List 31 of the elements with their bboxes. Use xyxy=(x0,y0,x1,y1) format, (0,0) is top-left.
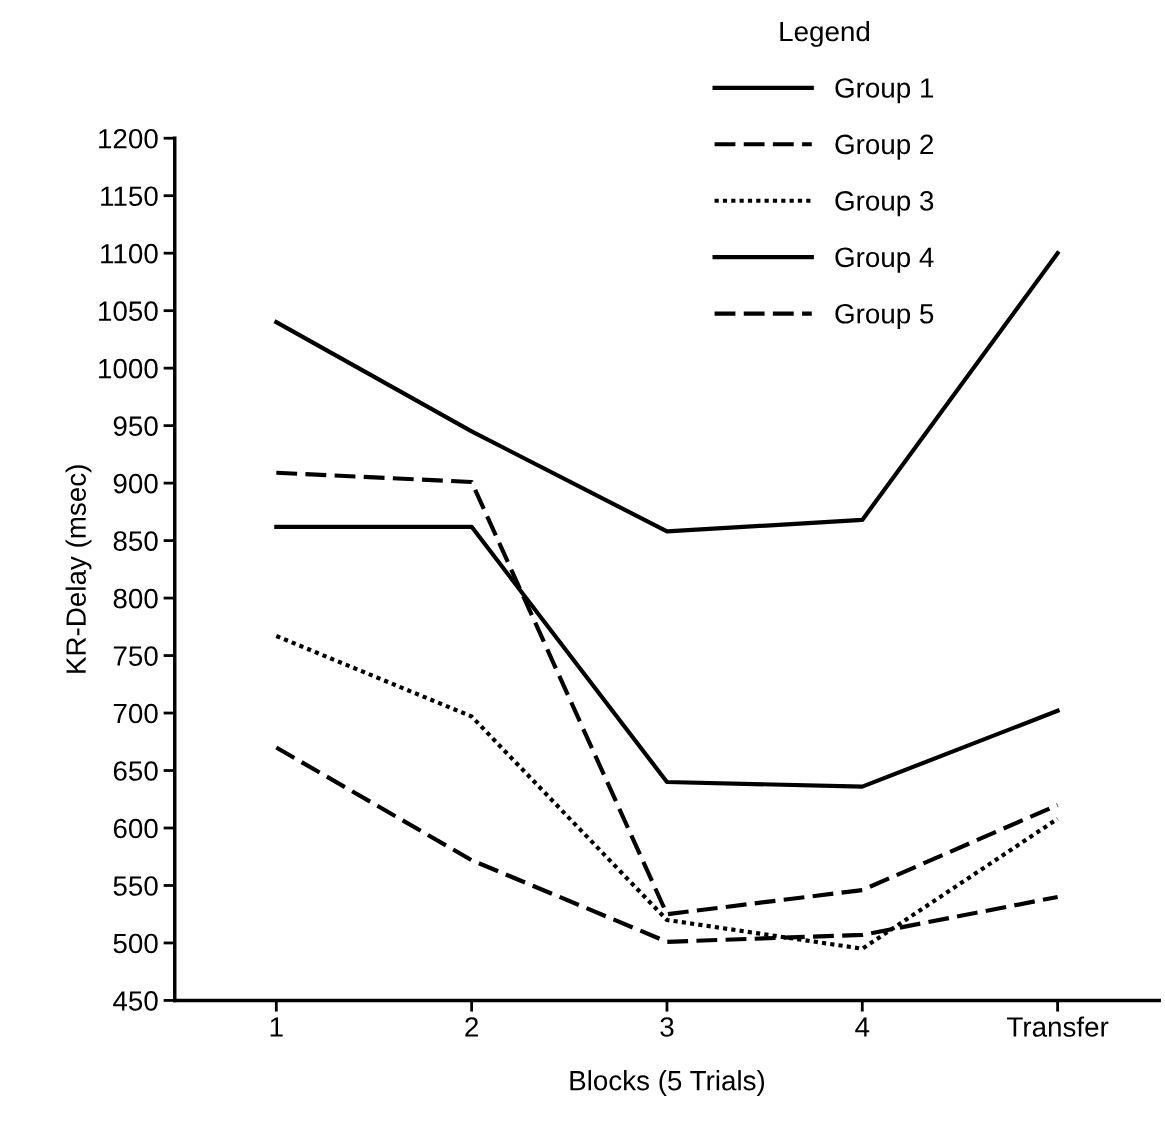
legend-label: Group 3 xyxy=(835,191,934,217)
y-tick-label: 800 xyxy=(113,588,158,609)
legend-label: Group 4 xyxy=(835,247,934,273)
legend-label: Group 1 xyxy=(835,78,934,104)
y-tick-label: 600 xyxy=(113,818,158,839)
y-tick-label: 1050 xyxy=(99,301,158,322)
y-tick-label: 950 xyxy=(113,416,158,436)
y-tick-label: 500 xyxy=(113,933,158,954)
legend-label: Group 5 xyxy=(835,303,934,330)
y-tick-label: 1100 xyxy=(101,243,158,264)
legend-title: Legend xyxy=(780,20,870,47)
x-tick-label: 2 xyxy=(465,1017,478,1037)
legend-label: Group 2 xyxy=(835,134,933,160)
y-tick-label: 1000 xyxy=(99,358,158,379)
x-tick-label: 1 xyxy=(270,1017,283,1037)
y-tick-label: 550 xyxy=(113,876,158,896)
line-series xyxy=(274,470,1060,917)
x-tick-label: Transfer xyxy=(1007,1016,1109,1037)
y-tick-label: 450 xyxy=(113,991,158,1011)
x-axis-title: Blocks (5 Trials) xyxy=(570,1070,765,1096)
y-tick-label: 850 xyxy=(113,531,158,551)
y-tick-label: 900 xyxy=(113,473,158,494)
x-tick-label: 4 xyxy=(855,1017,870,1037)
line-series xyxy=(274,633,1060,951)
y-tick-label: 750 xyxy=(113,646,158,666)
y-tick-label: 1150 xyxy=(101,186,158,207)
y-axis-title: KR-Delay (msec) xyxy=(65,465,92,673)
x-tick-label: 3 xyxy=(660,1017,674,1037)
y-tick-label: 650 xyxy=(113,761,158,781)
y-tick-label: 1200 xyxy=(99,128,158,149)
y-tick-label: 700 xyxy=(113,703,158,724)
